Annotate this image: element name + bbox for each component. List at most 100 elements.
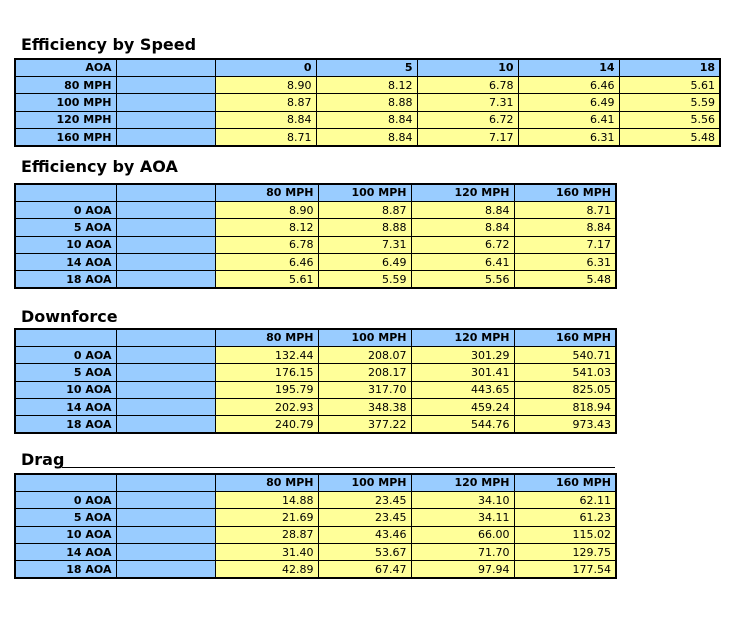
section-title-efficiency-by-aoa: Efficiency by AOA <box>21 157 178 176</box>
value-cell: 6.46 <box>214 253 319 272</box>
table-row: 80 MPH 8.90 8.12 6.78 6.46 5.61 <box>14 75 721 95</box>
row-spacer-cell <box>115 218 216 237</box>
value-cell: 8.84 <box>410 200 515 220</box>
column-header-cell: 100 MPH <box>317 328 412 347</box>
value-cell: 6.49 <box>317 253 412 272</box>
value-cell: 7.17 <box>416 128 519 147</box>
row-spacer-cell <box>115 380 216 400</box>
value-cell: 23.45 <box>317 508 412 527</box>
row-label-cell: 18 AOA <box>14 560 117 579</box>
row-spacer-cell <box>115 110 216 130</box>
corner-header-cell <box>14 328 117 347</box>
value-cell: 6.31 <box>517 128 620 147</box>
value-cell: 540.71 <box>513 345 617 365</box>
table-row: 14 AOA 6.46 6.49 6.41 6.31 <box>14 253 617 272</box>
value-cell: 6.78 <box>416 75 519 95</box>
table-header: 80 MPH 100 MPH 120 MPH 160 MPH <box>14 473 617 492</box>
row-spacer-cell <box>115 525 216 545</box>
value-cell: 8.84 <box>315 128 418 147</box>
row-label-cell: 18 AOA <box>14 270 117 289</box>
table-efficiency-by-aoa: 80 MPH 100 MPH 120 MPH 160 MPH 0 AOA 8.90 8.8… <box>14 183 617 290</box>
table-header: AOA 0 5 10 14 18 <box>14 58 721 77</box>
column-header-cell: 120 MPH <box>410 328 515 347</box>
value-cell: 176.15 <box>214 363 319 382</box>
row-label-cell: 10 AOA <box>14 235 117 255</box>
corner-spacer-cell <box>115 58 216 77</box>
column-header-cell: 80 MPH <box>214 473 319 492</box>
value-cell: 5.56 <box>410 270 515 289</box>
value-cell: 377.22 <box>317 415 412 434</box>
value-cell: 825.05 <box>513 380 617 400</box>
column-header-cell: 18 <box>618 58 721 77</box>
column-header-cell: 80 MPH <box>214 328 319 347</box>
value-cell: 240.79 <box>214 415 319 434</box>
table-row: 0 AOA 14.88 23.45 34.10 62.11 <box>14 490 617 510</box>
corner-header-cell <box>14 183 117 202</box>
value-cell: 208.07 <box>317 345 412 365</box>
row-label-cell: 10 AOA <box>14 525 117 545</box>
value-cell: 6.41 <box>410 253 515 272</box>
table-body: 0 AOA 132.44 208.07 301.29 540.71 5 AOA 176.15… <box>14 345 617 434</box>
row-label-cell: 120 MPH <box>14 110 117 130</box>
table-row: 10 AOA 195.79 317.70 443.65 825.05 <box>14 380 617 400</box>
value-cell: 7.31 <box>416 93 519 112</box>
column-header-cell: 100 MPH <box>317 473 412 492</box>
value-cell: 23.45 <box>317 490 412 510</box>
row-spacer-cell <box>115 75 216 95</box>
value-cell: 8.71 <box>214 128 317 147</box>
table-row: 160 MPH 8.71 8.84 7.17 6.31 5.48 <box>14 128 721 147</box>
row-spacer-cell <box>115 200 216 220</box>
table-row: 18 AOA 5.61 5.59 5.56 5.48 <box>14 270 617 289</box>
corner-spacer-cell <box>115 328 216 347</box>
header-row: 80 MPH 100 MPH 120 MPH 160 MPH <box>14 183 617 202</box>
header-row: 80 MPH 100 MPH 120 MPH 160 MPH <box>14 328 617 347</box>
value-cell: 31.40 <box>214 543 319 562</box>
value-cell: 8.90 <box>214 200 319 220</box>
value-cell: 348.38 <box>317 398 412 417</box>
value-cell: 6.41 <box>517 110 620 130</box>
column-header-cell: 0 <box>214 58 317 77</box>
value-cell: 301.41 <box>410 363 515 382</box>
row-label-cell: 10 AOA <box>14 380 117 400</box>
section-title-drag: Drag <box>21 450 65 469</box>
table-header: 80 MPH 100 MPH 120 MPH 160 MPH <box>14 183 617 202</box>
column-header-cell: 80 MPH <box>214 183 319 202</box>
value-cell: 6.31 <box>513 253 617 272</box>
row-label-cell: 14 AOA <box>14 398 117 417</box>
table-row: 14 AOA 202.93 348.38 459.24 818.94 <box>14 398 617 417</box>
value-cell: 6.46 <box>517 75 620 95</box>
table-body: 0 AOA 14.88 23.45 34.10 62.11 5 AOA 21.69 23.45… <box>14 490 617 579</box>
value-cell: 8.88 <box>317 218 412 237</box>
table-row: 100 MPH 8.87 8.88 7.31 6.49 5.59 <box>14 93 721 112</box>
value-cell: 66.00 <box>410 525 515 545</box>
row-spacer-cell <box>115 235 216 255</box>
row-label-cell: 14 AOA <box>14 253 117 272</box>
row-spacer-cell <box>115 253 216 272</box>
row-label-cell: 100 MPH <box>14 93 117 112</box>
table-row: 18 AOA 42.89 67.47 97.94 177.54 <box>14 560 617 579</box>
value-cell: 8.84 <box>315 110 418 130</box>
row-label-cell: 80 MPH <box>14 75 117 95</box>
corner-header-cell: AOA <box>14 58 117 77</box>
value-cell: 544.76 <box>410 415 515 434</box>
value-cell: 34.10 <box>410 490 515 510</box>
value-cell: 6.78 <box>214 235 319 255</box>
value-cell: 53.67 <box>317 543 412 562</box>
table-row: 0 AOA 8.90 8.87 8.84 8.71 <box>14 200 617 220</box>
header-row: 80 MPH 100 MPH 120 MPH 160 MPH <box>14 473 617 492</box>
table-header: 80 MPH 100 MPH 120 MPH 160 MPH <box>14 328 617 347</box>
table-body: 80 MPH 8.90 8.12 6.78 6.46 5.61 100 MPH 8.87 8.8… <box>14 75 721 147</box>
row-label-cell: 0 AOA <box>14 345 117 365</box>
value-cell: 34.11 <box>410 508 515 527</box>
value-cell: 21.69 <box>214 508 319 527</box>
value-cell: 8.84 <box>410 218 515 237</box>
section-title-efficiency-by-speed: Efficiency by Speed <box>21 35 197 54</box>
value-cell: 71.70 <box>410 543 515 562</box>
row-label-cell: 5 AOA <box>14 218 117 237</box>
column-header-cell: 14 <box>517 58 620 77</box>
column-header-cell: 120 MPH <box>410 183 515 202</box>
table-efficiency-by-speed: AOA 0 5 10 14 18 80 MPH 8.90 8.12 6.78 6.46 5.61 10… <box>14 58 721 147</box>
row-spacer-cell <box>115 363 216 382</box>
row-label-cell: 160 MPH <box>14 128 117 147</box>
